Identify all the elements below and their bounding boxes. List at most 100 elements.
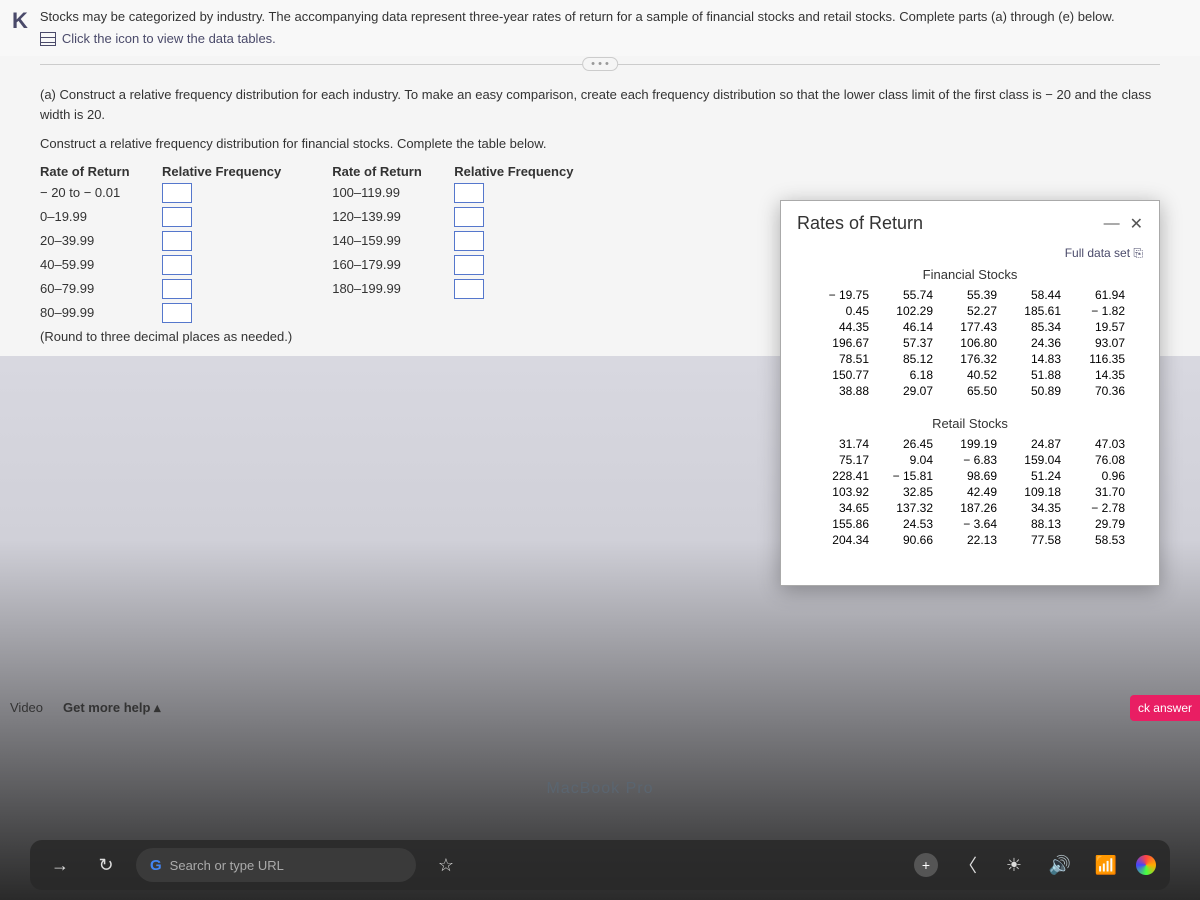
data-cell: 6.18 <box>879 368 933 382</box>
data-cell: 29.79 <box>1071 517 1125 531</box>
header-rate-2: Rate of Return <box>332 164 442 179</box>
data-cell: 177.43 <box>943 320 997 334</box>
volume-icon[interactable]: 🔊 <box>1044 849 1076 881</box>
data-cell: 51.88 <box>1007 368 1061 382</box>
data-cell: 57.37 <box>879 336 933 350</box>
brightness-icon[interactable]: ☀ <box>998 849 1030 881</box>
macbook-label: MacBook Pro <box>546 780 653 798</box>
taskbar-right: 🔊 📶 <box>1044 849 1156 881</box>
data-cell: 51.24 <box>1007 469 1061 483</box>
class-label: 0–19.99 <box>40 209 150 224</box>
freq-row: − 20 to − 0.01 <box>40 183 292 203</box>
data-cell: − 19.75 <box>815 288 869 302</box>
data-cell: 55.74 <box>879 288 933 302</box>
plus-icon[interactable]: + <box>914 853 938 877</box>
freq-input[interactable] <box>162 207 192 227</box>
star-icon[interactable]: ☆ <box>430 849 462 881</box>
freq-input[interactable] <box>454 279 484 299</box>
financial-data-grid: − 19.7555.7455.3958.4461.940.45102.2952.… <box>797 288 1143 398</box>
check-answer-button[interactable]: ck answer <box>1130 695 1200 721</box>
close-icon[interactable]: ✕ <box>1130 214 1143 234</box>
data-cell: 88.13 <box>1007 517 1061 531</box>
data-cell: 32.85 <box>879 485 933 499</box>
data-cell: 150.77 <box>815 368 869 382</box>
data-cell: 34.65 <box>815 501 869 515</box>
freq-input[interactable] <box>454 255 484 275</box>
data-cell: 29.07 <box>879 384 933 398</box>
freq-input[interactable] <box>454 183 484 203</box>
forward-icon[interactable]: → <box>44 849 76 881</box>
back-arrow-icon[interactable]: K <box>12 8 28 34</box>
data-cell: 196.67 <box>815 336 869 350</box>
modal-controls: — ✕ <box>1104 214 1143 234</box>
data-cell: 52.27 <box>943 304 997 318</box>
class-label: 80–99.99 <box>40 305 150 320</box>
intro-paragraph: Stocks may be categorized by industry. T… <box>40 8 1188 26</box>
table-icon <box>40 32 56 46</box>
class-label: 120–139.99 <box>332 209 442 224</box>
freq-row: 100–119.99 <box>332 183 573 203</box>
data-cell: 24.36 <box>1007 336 1061 350</box>
modal-header: Rates of Return — ✕ <box>797 213 1143 234</box>
data-cell: 14.35 <box>1071 368 1125 382</box>
data-cell: 116.35 <box>1071 352 1125 366</box>
siri-icon[interactable] <box>1136 855 1156 875</box>
data-cell: 44.35 <box>815 320 869 334</box>
header-relfreq: Relative Frequency <box>162 164 281 179</box>
refresh-icon[interactable]: ↻ <box>90 849 122 881</box>
data-cell: 85.34 <box>1007 320 1061 334</box>
divider: • • • <box>40 64 1160 65</box>
freq-input[interactable] <box>162 255 192 275</box>
data-cell: 38.88 <box>815 384 869 398</box>
data-cell: 93.07 <box>1071 336 1125 350</box>
modal-title: Rates of Return <box>797 213 923 234</box>
freq-input[interactable] <box>162 279 192 299</box>
class-label: − 20 to − 0.01 <box>40 185 150 200</box>
class-label: 60–79.99 <box>40 281 150 296</box>
data-cell: − 3.64 <box>943 517 997 531</box>
icon-link-label: Click the icon to view the data tables. <box>62 30 276 48</box>
data-cell: 199.19 <box>943 437 997 451</box>
freq-row: 80–99.99 <box>40 303 292 323</box>
freq-row: 0–19.99 <box>40 207 292 227</box>
data-tables-link[interactable]: Click the icon to view the data tables. <box>40 30 1188 48</box>
wifi-icon[interactable]: 📶 <box>1090 849 1122 881</box>
freq-input[interactable] <box>454 231 484 251</box>
freq-row: 180–199.99 <box>332 279 573 299</box>
data-cell: 46.14 <box>879 320 933 334</box>
intro-text-block: Stocks may be categorized by industry. T… <box>40 8 1188 48</box>
data-cell: 24.87 <box>1007 437 1061 451</box>
freq-input[interactable] <box>162 231 192 251</box>
data-cell: 50.89 <box>1007 384 1061 398</box>
question-a-text: (a) Construct a relative frequency distr… <box>40 85 1160 124</box>
data-cell: 0.96 <box>1071 469 1125 483</box>
data-cell: 159.04 <box>1007 453 1061 467</box>
expand-dots-icon[interactable]: • • • <box>582 57 618 71</box>
get-more-help-link[interactable]: Get more help ▴ <box>63 700 161 716</box>
data-cell: 76.08 <box>1071 453 1125 467</box>
freq-row: 20–39.99 <box>40 231 292 251</box>
data-cell: 47.03 <box>1071 437 1125 451</box>
freq-input[interactable] <box>162 183 192 203</box>
freq-input[interactable] <box>454 207 484 227</box>
freq-row: 160–179.99 <box>332 255 573 275</box>
data-cell: 102.29 <box>879 304 933 318</box>
data-cell: 85.12 <box>879 352 933 366</box>
search-box[interactable]: G Search or type URL <box>136 848 416 882</box>
chevron-left-icon[interactable]: 〈 <box>952 849 984 881</box>
data-cell: 77.58 <box>1007 533 1061 547</box>
data-cell: 34.35 <box>1007 501 1061 515</box>
data-cell: 109.18 <box>1007 485 1061 499</box>
data-cell: − 15.81 <box>879 469 933 483</box>
class-label: 180–199.99 <box>332 281 442 296</box>
class-label: 40–59.99 <box>40 257 150 272</box>
round-note: (Round to three decimal places as needed… <box>40 329 292 344</box>
data-cell: 106.80 <box>943 336 997 350</box>
freq-input[interactable] <box>162 303 192 323</box>
class-label: 160–179.99 <box>332 257 442 272</box>
minimize-icon[interactable]: — <box>1104 215 1120 233</box>
data-cell: 204.34 <box>815 533 869 547</box>
full-data-link[interactable]: Full data set ⎘ <box>797 246 1143 261</box>
data-cell: 40.52 <box>943 368 997 382</box>
video-link[interactable]: Video <box>10 700 43 716</box>
